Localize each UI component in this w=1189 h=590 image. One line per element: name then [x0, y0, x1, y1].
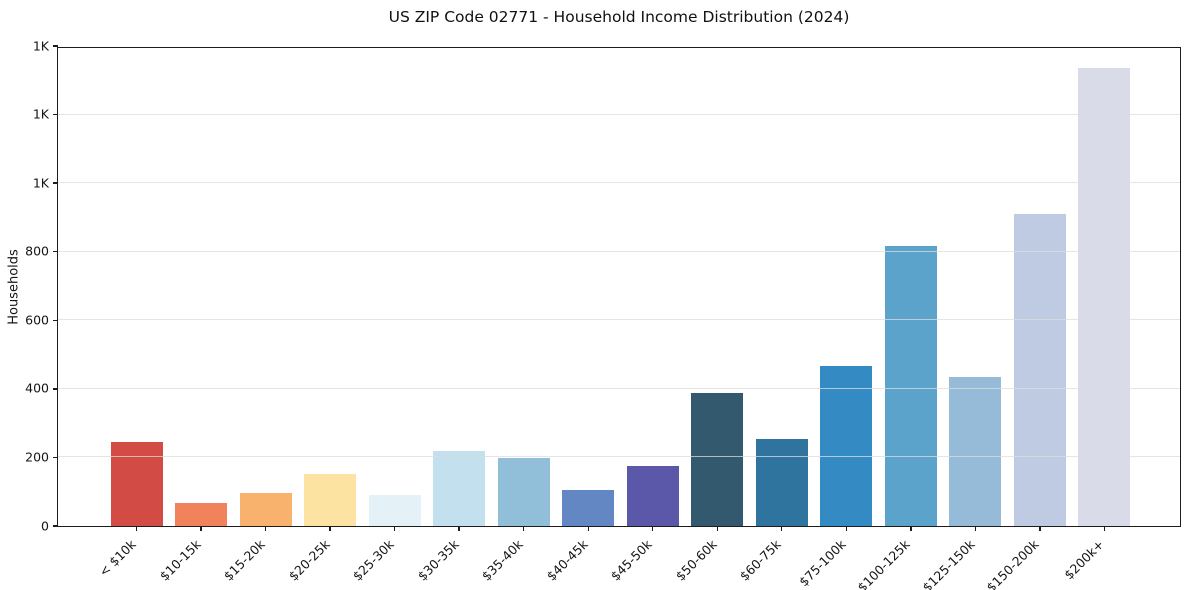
x-tick-label-text: $35-40k: [478, 536, 526, 584]
x-tick-label-text: $25-30k: [349, 536, 397, 584]
plot-area: 0 200 400 600 800 1K 1K 1K < $10k $10-15k $15-20k $…: [25, 39, 1181, 590]
x-tick-label-text: $15-20k: [220, 536, 268, 584]
x-tick-label-text: $40-45k: [543, 536, 591, 584]
bar-30-35k: [433, 450, 486, 526]
gridline: [58, 113, 1180, 115]
x-tick-label-text: $100-125k: [854, 536, 914, 590]
bar-10k: [110, 442, 163, 526]
plot-inner: 0 200 400 600 800 1K 1K 1K < $10k $10-15k $15-20k $…: [25, 39, 1180, 590]
x-tick: [781, 526, 783, 531]
x-tick: [135, 526, 138, 531]
x-tick-label-text: $200k+: [1060, 536, 1107, 583]
y-tick-label: 200: [25, 449, 49, 465]
x-tick: [1103, 526, 1106, 531]
bar-200k: [1078, 67, 1131, 526]
x-tick-label-text: $150-200k: [983, 536, 1043, 590]
x-tick: [845, 526, 848, 531]
x-tick: [200, 526, 202, 531]
bar-15-20k: [239, 492, 292, 526]
x-tick: [522, 526, 525, 531]
bar-10-15k: [175, 502, 228, 526]
bar-150-200k: [1013, 213, 1066, 526]
x-tick: [329, 526, 331, 531]
chart-title: US ZIP Code 02771 - Household Income Dis…: [388, 8, 850, 26]
y-tick: [53, 525, 58, 527]
y-tick-label: 0: [41, 517, 49, 533]
x-tick-label-text: $50-60k: [672, 536, 720, 584]
y-tick-label: 600: [25, 312, 49, 328]
y-tick: [53, 113, 58, 116]
bar-75-100k: [820, 366, 873, 526]
x-tick: [264, 526, 267, 531]
x-tick: [458, 526, 460, 531]
y-tick-label: 1K: [32, 106, 49, 122]
x-tick: [910, 526, 912, 531]
y-tick: [53, 182, 58, 184]
x-tick-label-text: < $10k: [95, 536, 139, 580]
x-tick-label-text: $45-50k: [607, 536, 655, 584]
x-tick-label-text: $30-35k: [414, 536, 462, 584]
gridline: [58, 456, 1180, 458]
y-tick: [53, 388, 58, 390]
bar-40-45k: [562, 490, 615, 526]
bar-20-25k: [304, 473, 357, 526]
bar-60-75k: [755, 439, 808, 526]
x-tick-label-text: $75-100k: [795, 536, 849, 590]
gridline: [58, 387, 1180, 389]
x-tick-label-text: $20-25k: [285, 536, 333, 584]
bar-45-50k: [626, 465, 679, 526]
x-tick-label-text: $10-15k: [156, 536, 204, 584]
bar-35-40k: [497, 458, 550, 526]
y-tick: [53, 251, 58, 253]
x-tick: [974, 526, 977, 531]
y-tick-label: 400: [25, 380, 49, 396]
y-tick: [53, 45, 58, 47]
x-tick-label-text: $60-75k: [736, 536, 784, 584]
bar-25-30k: [368, 495, 421, 526]
x-tick: [652, 526, 654, 531]
y-tick: [53, 456, 58, 459]
x-tick: [1039, 526, 1041, 531]
y-tick-label: 1K: [32, 37, 49, 53]
y-tick-label: 1K: [32, 174, 49, 190]
bar-100-125k: [884, 245, 937, 526]
bar-50-60k: [691, 393, 744, 526]
gridline: [58, 250, 1180, 252]
y-axis-label: Households: [6, 249, 22, 325]
x-tick: [716, 526, 718, 531]
x-tick-label-text: $125-150k: [919, 536, 978, 590]
gridline: [58, 319, 1180, 321]
bar-125-150k: [949, 377, 1002, 526]
x-tick: [587, 526, 589, 531]
x-tick: [393, 526, 396, 531]
gridline: [58, 182, 1180, 184]
y-tick: [53, 319, 58, 321]
y-tick-label: 800: [25, 243, 49, 259]
